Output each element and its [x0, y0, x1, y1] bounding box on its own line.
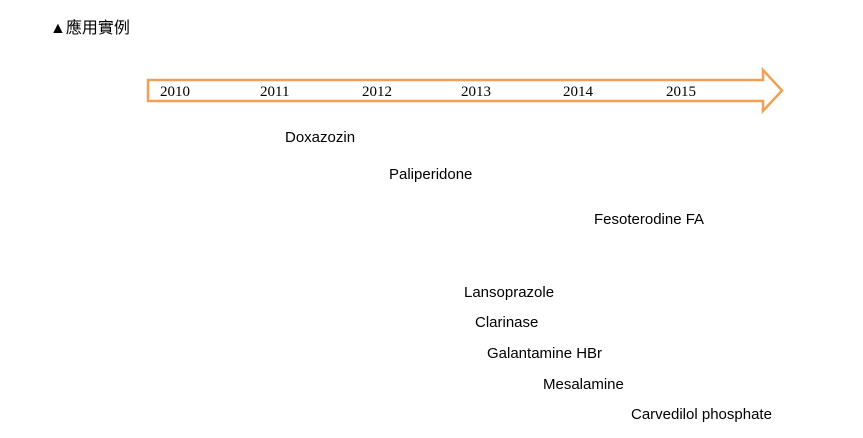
year-label: 2012	[362, 84, 392, 100]
years: 2010 2011 2012 2013 2014 2015	[160, 84, 696, 100]
product-label: Galantamine HBr	[487, 345, 602, 362]
product-label: Fesoterodine FA	[594, 211, 704, 228]
product-label: Paliperidone	[389, 166, 472, 183]
products: Doxazozin Paliperidone Fesoterodine FA L…	[285, 129, 772, 423]
year-label: 2010	[160, 84, 190, 100]
product-label: Clarinase	[475, 314, 538, 331]
product-label: Lansoprazole	[464, 284, 554, 301]
product-label: Doxazozin	[285, 129, 355, 146]
year-label: 2011	[260, 84, 289, 100]
year-label: 2015	[666, 84, 696, 100]
year-label: 2014	[563, 84, 594, 100]
year-label: 2013	[461, 84, 491, 100]
product-label: Mesalamine	[543, 376, 624, 393]
page-title: ▲應用實例	[50, 18, 130, 37]
timeline-arrow	[146, 66, 784, 115]
product-label: Carvedilol phosphate	[631, 406, 772, 423]
